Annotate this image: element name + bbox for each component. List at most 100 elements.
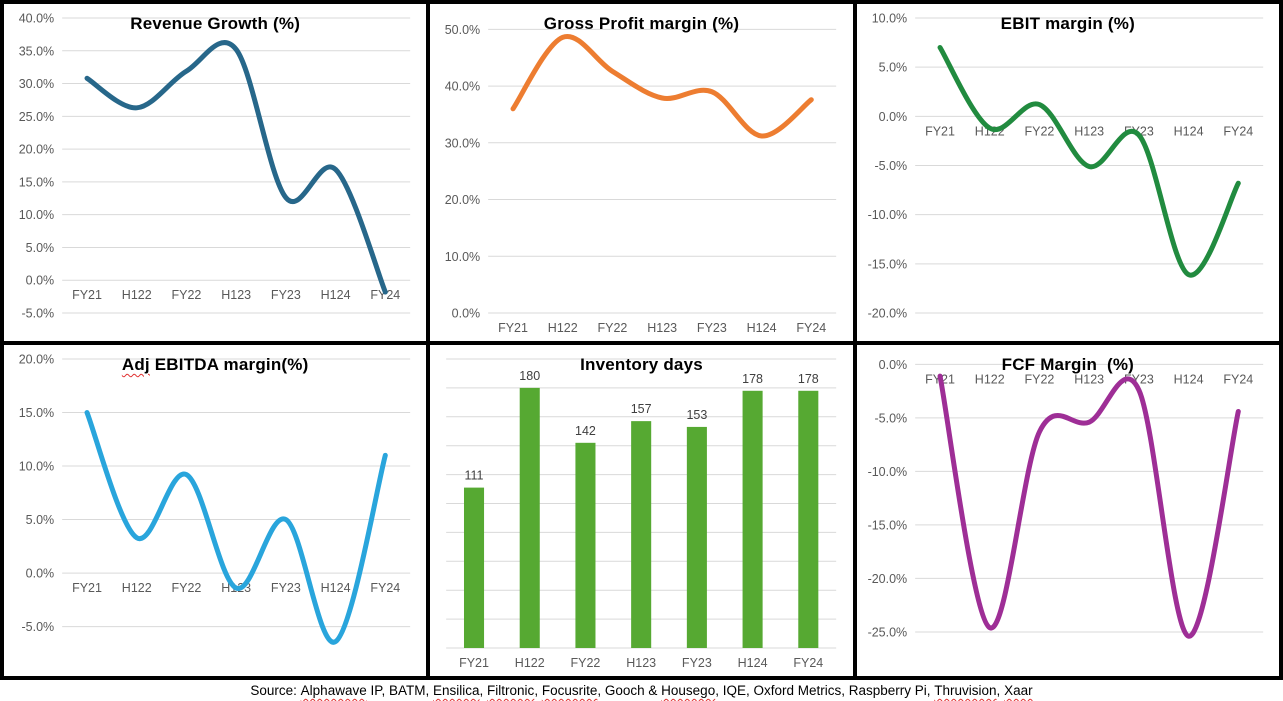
y-tick-label: 15.0%: [19, 175, 54, 189]
misspelled-text: Thruvision: [934, 683, 997, 698]
text-segment: , IQE, Oxford Metrics, Raspberry Pi,: [715, 683, 935, 698]
x-tick-label: FY24: [1223, 372, 1253, 386]
misspelled-text: Ensilica: [433, 683, 480, 698]
y-tick-label: 15.0%: [19, 406, 54, 420]
x-tick-label: FY24: [797, 321, 827, 335]
series-line: [84, 410, 388, 645]
x-tick-label: FY21: [72, 581, 102, 595]
x-tick-label: H123: [1074, 124, 1104, 138]
x-tick-label: FY23: [271, 288, 301, 302]
x-tick-label: FY22: [172, 581, 202, 595]
bar: [742, 390, 763, 648]
y-tick-label: 30.0%: [445, 136, 480, 150]
y-tick-label: 0.0%: [878, 358, 907, 372]
x-tick-label: FY21: [498, 321, 528, 335]
y-tick-label: 10.0%: [19, 208, 54, 222]
x-tick-label: FY22: [1024, 372, 1054, 386]
bar-value-label: 178: [742, 372, 763, 386]
x-tick-label: H123: [1074, 372, 1104, 386]
x-tick-label: H124: [738, 656, 768, 670]
y-tick-label: 10.0%: [19, 460, 54, 474]
bar-value-label: 157: [631, 402, 652, 416]
chart-canvas: 0.0%-5.0%-10.0%-15.0%-20.0%-25.0%FY21 H12…: [867, 358, 1263, 639]
source-line: Source: Alphawave IP, BATM, Ensilica, Fi…: [0, 680, 1283, 701]
x-tick-label: FY22: [172, 288, 202, 302]
bar: [631, 421, 652, 648]
x-tick-label: FY23: [682, 656, 712, 670]
y-tick-label: -5.0%: [874, 159, 907, 173]
x-tick-label: FY21: [72, 288, 102, 302]
bar-value-label: 178: [798, 372, 819, 386]
y-tick-label: 0.0%: [878, 110, 907, 124]
x-tick-label: H124: [321, 581, 351, 595]
chart-canvas: 40.0% 35.0% 30.0% 25.0% 20.0% 15.0% 10.0% 5.0% 0…: [19, 12, 411, 321]
y-tick-label: -20.0%: [867, 572, 907, 586]
x-tick-label: FY23: [271, 581, 301, 595]
series-line: [84, 40, 388, 295]
misspelled-text: Xaar: [1004, 683, 1033, 698]
bar: [520, 387, 541, 648]
y-tick-label: 20.0%: [19, 353, 54, 367]
y-tick-label: 10.0%: [445, 250, 480, 264]
y-tick-label: -10.0%: [867, 465, 907, 479]
x-tick-label: FY23: [1124, 124, 1154, 138]
misspelled-text: Filtronic: [487, 683, 535, 698]
y-tick-label: -5.0%: [22, 620, 55, 634]
y-tick-label: 50.0%: [445, 23, 480, 37]
bar: [687, 426, 708, 648]
x-tick-label: H124: [747, 321, 777, 335]
x-tick-label: H124: [321, 288, 351, 302]
x-tick-label: H123: [221, 288, 251, 302]
x-tick-label: H122: [515, 656, 545, 670]
y-tick-label: 0.0%: [26, 274, 55, 288]
bar: [575, 442, 596, 648]
y-tick-label: 20.0%: [19, 143, 54, 157]
chart-canvas: 10.0% 5.0% 0.0% -5.0% -10.0% -15.0% -20.0% FY21…: [867, 12, 1263, 321]
chart-panel-ebit-margin: EBIT margin (%) 10.0% 5.0% 0.0% -5.0% -10.0%…: [856, 4, 1279, 341]
misspelled-text: Alphawave: [300, 683, 367, 698]
x-tick-label: H124: [1173, 124, 1203, 138]
chart-panel-inventory-days: Inventory days FY21 H122 FY22 H123 FY23 H124 F…: [430, 345, 853, 676]
chart-canvas: FY21 H122 FY22 H123 FY23 H124 FY24 111 180 142 157…: [446, 358, 837, 670]
y-tick-label: -15.0%: [867, 518, 907, 532]
bar: [798, 390, 819, 648]
x-tick-label: FY24: [1223, 124, 1253, 138]
y-tick-label: 40.0%: [19, 12, 54, 26]
y-tick-label: 25.0%: [19, 110, 54, 124]
text-segment: , Gooch &: [597, 683, 662, 698]
x-tick-label: FY22: [1024, 124, 1054, 138]
x-tick-label: H122: [122, 288, 152, 302]
y-tick-label: 30.0%: [19, 77, 54, 91]
y-tick-label: 5.0%: [26, 513, 55, 527]
x-tick-label: FY23: [697, 321, 727, 335]
y-tick-label: -15.0%: [867, 257, 907, 271]
y-tick-label: 0.0%: [452, 307, 481, 321]
chart-panel-fcf-margin: FCF Margin (%) 0.0% -5.0% -10.0% -15.0% -20.…: [856, 345, 1279, 676]
chart-panel-revenue-growth: Revenue Growth (%) 40.0% 35.0% 30.0% 25.0% 2…: [4, 4, 427, 341]
x-tick-label: FY21: [459, 656, 489, 670]
x-tick-label: H123: [648, 321, 678, 335]
bar-value-label: 153: [687, 408, 708, 422]
y-tick-label: 40.0%: [445, 80, 480, 94]
x-tick-label: H122: [974, 372, 1004, 386]
y-tick-label: 10.0%: [871, 12, 906, 26]
y-tick-label: -25.0%: [867, 625, 907, 639]
text-segment: IP, BATM,: [366, 683, 433, 698]
series-line: [937, 45, 1241, 278]
y-tick-label: 35.0%: [19, 44, 54, 58]
chart-panel-gross-profit-margin: Gross Profit margin (%) 50.0% 40.0% 30.0% 2…: [430, 4, 853, 341]
x-tick-label: FY24: [370, 581, 400, 595]
x-tick-label: H122: [548, 321, 578, 335]
y-tick-label: 0.0%: [26, 567, 55, 581]
chart-canvas: 20.0% 15.0% 10.0% 5.0% 0.0% -5.0% FY21 H122 FY22…: [19, 353, 411, 645]
bar-value-label: 111: [465, 469, 484, 483]
chart-canvas: 50.0% 40.0% 30.0% 20.0% 10.0% 0.0% FY21 H122 FY2…: [445, 23, 837, 335]
x-tick-label: H124: [1173, 372, 1203, 386]
bar: [464, 487, 485, 648]
y-tick-label: -10.0%: [867, 208, 907, 222]
x-tick-label: H123: [627, 656, 657, 670]
text-segment: ,: [996, 683, 1005, 698]
series-line: [937, 373, 1241, 639]
y-tick-label: 5.0%: [26, 241, 55, 255]
x-tick-label: H122: [122, 581, 152, 595]
